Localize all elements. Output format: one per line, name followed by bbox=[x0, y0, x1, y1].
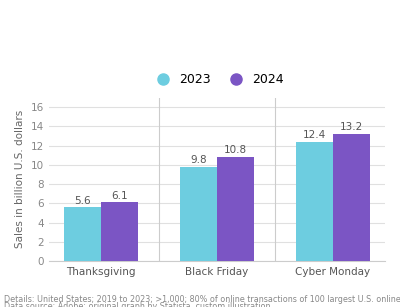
Text: 9.8: 9.8 bbox=[190, 155, 207, 165]
Text: Data source: Adobe; original graph by Statista, custom illustration: Data source: Adobe; original graph by St… bbox=[4, 301, 270, 307]
Legend: 2023, 2024: 2023, 2024 bbox=[145, 68, 288, 91]
Bar bbox=[217, 157, 254, 261]
Bar bbox=[101, 202, 138, 261]
Y-axis label: Sales in billion U.S. dollars: Sales in billion U.S. dollars bbox=[15, 110, 25, 248]
Text: 6.1: 6.1 bbox=[111, 191, 128, 201]
Text: 5.6: 5.6 bbox=[74, 196, 91, 205]
Bar bbox=[64, 207, 101, 261]
Bar bbox=[333, 134, 370, 261]
Bar bbox=[296, 142, 333, 261]
Text: 10.8: 10.8 bbox=[224, 146, 247, 155]
Text: 12.4: 12.4 bbox=[302, 130, 326, 140]
Text: Details: United States; 2019 to 2023; >1,000; 80% of online transactions of 100 : Details: United States; 2019 to 2023; >1… bbox=[4, 295, 400, 305]
Text: 13.2: 13.2 bbox=[340, 122, 363, 132]
Bar bbox=[180, 167, 217, 261]
